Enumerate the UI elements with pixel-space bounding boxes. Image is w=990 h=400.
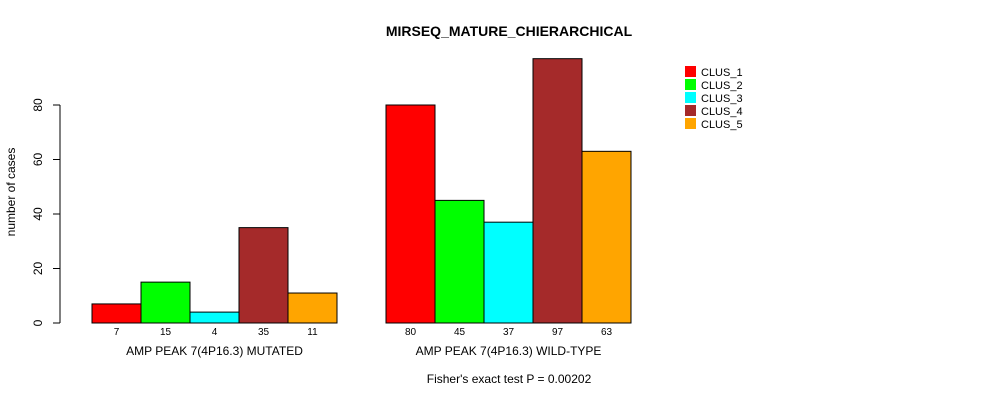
bar-clus-5 <box>581 150 632 324</box>
bar-clus-5 <box>287 292 338 324</box>
legend-label: CLUS_5 <box>701 119 743 131</box>
bar-value-label: 15 <box>160 327 172 338</box>
legend-swatch <box>685 66 696 77</box>
bar-clus-2 <box>434 199 485 324</box>
y-tick-label: 80 <box>31 98 45 112</box>
legend-swatch <box>685 105 696 116</box>
bar-value-label: 80 <box>405 327 417 338</box>
chart-title: MIRSEQ_MATURE_CHIERARCHICAL <box>386 23 633 39</box>
bar-value-label: 35 <box>258 327 270 338</box>
legend-swatch <box>685 79 696 90</box>
legend-label: CLUS_2 <box>701 80 743 92</box>
bar-clus-4 <box>532 58 583 324</box>
legend-label: CLUS_1 <box>701 67 743 79</box>
legend-label: CLUS_3 <box>701 93 743 105</box>
y-tick-label: 20 <box>31 262 45 276</box>
bar-clus-3 <box>483 221 534 324</box>
bar-value-label: 45 <box>454 327 466 338</box>
y-axis-label: number of cases <box>4 148 18 237</box>
group-labels: AMP PEAK 7(4P16.3) MUTATED AMP PEAK 7(4P1… <box>126 344 601 358</box>
y-tick-label: 0 <box>31 319 45 326</box>
legend-label: CLUS_4 <box>701 106 743 118</box>
bar-value-label: 63 <box>601 327 613 338</box>
bar-clus-3 <box>189 311 240 324</box>
bar-series: 7 15 4 35 11 80 45 37 97 63 <box>91 58 632 338</box>
y-axis: 0 20 40 60 80 <box>31 98 61 326</box>
bar-value-label: 97 <box>552 327 564 338</box>
group-label: AMP PEAK 7(4P16.3) MUTATED <box>126 344 303 358</box>
bar-clus-2 <box>140 281 191 324</box>
bar-clus-4 <box>238 227 289 324</box>
y-tick-label: 40 <box>31 207 45 221</box>
bar-value-label: 11 <box>307 327 318 338</box>
bar-value-label: 7 <box>114 327 120 338</box>
group-label: AMP PEAK 7(4P16.3) WILD-TYPE <box>416 344 602 358</box>
bar-value-label: 37 <box>503 327 515 338</box>
fisher-test-footnote: Fisher's exact test P = 0.00202 <box>427 372 592 386</box>
y-tick-label: 60 <box>31 153 45 167</box>
bar-value-label: 4 <box>212 327 218 338</box>
legend-swatch <box>685 118 696 129</box>
legend-swatch <box>685 92 696 103</box>
bar-clus-1 <box>385 104 436 324</box>
bar-clus-1 <box>91 303 142 324</box>
